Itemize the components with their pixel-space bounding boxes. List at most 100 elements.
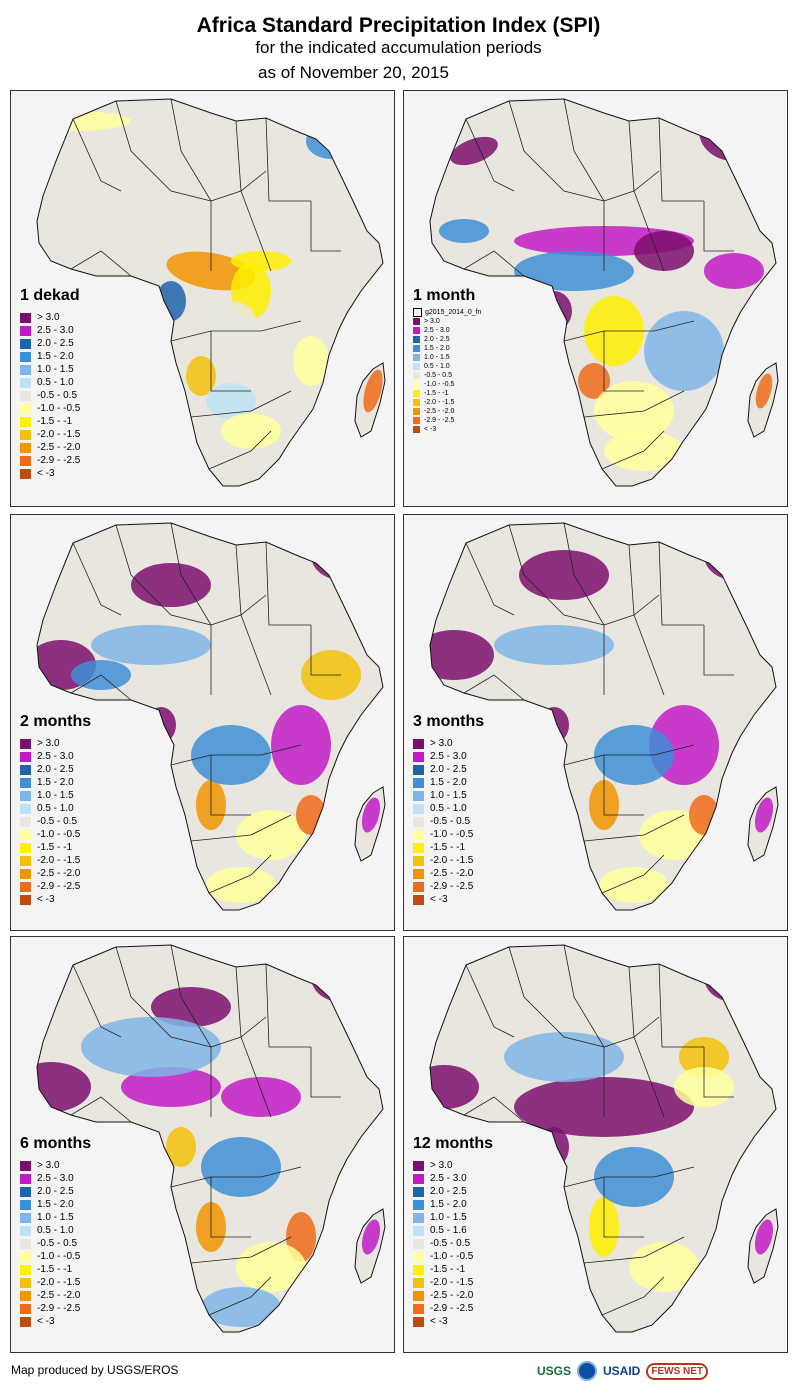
legend-swatch xyxy=(20,325,31,336)
legend-entry: -1.0 - -0.5 xyxy=(20,828,80,841)
legend-swatch xyxy=(20,881,31,892)
page-subtitle: for the indicated accumulation periods xyxy=(255,38,542,57)
legend-label: 2.5 - 3.0 xyxy=(37,751,74,762)
country-borders xyxy=(70,523,341,894)
legend-entry: 1.5 - 2.0 xyxy=(20,350,80,363)
spi-anomaly-area xyxy=(311,952,371,1002)
spi-anomaly-area xyxy=(754,797,774,833)
legend-label: < -3 xyxy=(37,1316,55,1327)
legend-swatch xyxy=(20,829,31,840)
legend-entry: -1.5 - -1 xyxy=(20,1263,80,1276)
spi-anomaly-area xyxy=(578,363,610,399)
legend-swatch xyxy=(413,855,424,866)
legend-entry: -2.9 - -2.5 xyxy=(413,1302,473,1315)
legend-entry: 2.5 - 3.0 xyxy=(413,750,473,763)
legend-swatch xyxy=(413,417,420,424)
legend-entry: -0.5 - 0.5 xyxy=(413,815,473,828)
legend-entry: -2.5 - -2.0 xyxy=(413,1289,473,1302)
legend-label: -1.0 - -0.5 xyxy=(37,1251,81,1262)
spi-anomaly-area xyxy=(755,373,773,409)
legend-swatch xyxy=(20,868,31,879)
spi-anomaly-area xyxy=(206,867,276,903)
legend-entry: > 3.0 xyxy=(20,737,80,750)
legend-label: > 3.0 xyxy=(37,738,60,749)
legend-entry: -1.0 - -0.5 xyxy=(413,1250,473,1263)
period-label: 6 months xyxy=(20,1135,92,1152)
legend-swatch xyxy=(20,764,31,775)
coastline xyxy=(36,944,386,1333)
legend-swatch xyxy=(20,1251,31,1262)
coastline xyxy=(36,522,386,911)
legend-swatch xyxy=(20,1290,31,1301)
spi-anomaly-area xyxy=(504,1032,624,1082)
legend-label: 1.0 - 1.5 xyxy=(37,1212,74,1223)
legend-swatch xyxy=(413,390,420,397)
legend-label: -2.9 - -2.5 xyxy=(430,881,474,892)
legend-swatch xyxy=(20,416,31,427)
legend-label: 2.5 - 3.0 xyxy=(430,1173,467,1184)
legend-label: -1.0 - -0.5 xyxy=(37,403,81,414)
legend-swatch xyxy=(413,1303,424,1314)
legend-entry: 1.0 - 1.5 xyxy=(413,1211,473,1224)
legend-swatch xyxy=(20,842,31,853)
legend-swatch xyxy=(20,403,31,414)
legend-label: 1.0 - 1.5 xyxy=(430,1212,467,1223)
legend-label: 2.5 - 3.0 xyxy=(37,1173,74,1184)
spi-anomaly-area xyxy=(201,1287,281,1327)
legend-swatch xyxy=(20,855,31,866)
legend-entry: 2.0 - 2.5 xyxy=(20,337,80,350)
legend-entry: -1.0 - -0.5 xyxy=(20,402,80,415)
legend-entry: -1.5 - -1 xyxy=(413,841,473,854)
legend-entry: -0.5 - 0.5 xyxy=(20,815,80,828)
spi-legend: > 3.0 2.5 - 3.0 2.0 - 2.5 1.5 - 2.0 1.0 - 1.… xyxy=(413,737,473,906)
legend-swatch xyxy=(20,816,31,827)
spi-anomaly-area xyxy=(329,103,373,139)
legend-swatch xyxy=(413,1160,424,1171)
legend-label: < -3 xyxy=(430,894,448,905)
legend-entry: < -3 xyxy=(20,1315,80,1328)
legend-label: 0.5 - 1.0 xyxy=(430,803,467,814)
legend-label: -1.5 - -1 xyxy=(424,390,449,397)
spi-anomaly-area xyxy=(121,1067,221,1107)
legend-swatch xyxy=(413,345,420,352)
legend-label: 0.5 - 1.0 xyxy=(37,377,74,388)
legend-swatch xyxy=(20,390,31,401)
spi-map-panel: 2 months > 3.0 2.5 - 3.0 2.0 - 2.5 1.5 - 2.0… xyxy=(10,514,395,931)
country-borders xyxy=(463,523,734,894)
spi-legend: > 3.0 2.5 - 3.0 2.0 - 2.5 1.5 - 2.0 1.0 - 1.… xyxy=(20,311,80,480)
legend-swatch xyxy=(413,1199,424,1210)
legend-entry: 1.0 - 1.5 xyxy=(413,789,473,802)
spi-anomaly-area xyxy=(450,136,498,166)
legend-entry: -0.5 - 0.5 xyxy=(20,389,80,402)
africa-map xyxy=(36,944,386,1333)
legend-entry: 1.5 - 2.0 xyxy=(413,776,473,789)
legend-entry: -2.9 - -2.5 xyxy=(20,880,80,893)
spi-anomaly-area xyxy=(689,795,719,835)
legend-entry: 1.0 - 1.5 xyxy=(20,789,80,802)
legend-entry: > 3.0 xyxy=(413,317,481,326)
legend-label: -2.5 - -2.0 xyxy=(37,868,81,879)
legend-label: < -3 xyxy=(430,1316,448,1327)
legend-label: -1.5 - -1 xyxy=(37,416,73,427)
legend-swatch xyxy=(413,894,424,905)
spi-anomaly-area xyxy=(644,311,724,391)
legend-label: 2.5 - 3.0 xyxy=(37,325,74,336)
legend-swatch xyxy=(20,429,31,440)
legend-swatch xyxy=(20,1160,31,1171)
spi-anomaly-area xyxy=(514,251,634,291)
spi-anomaly-area xyxy=(81,1017,221,1077)
coastline xyxy=(429,522,779,911)
legend-swatch xyxy=(20,803,31,814)
country-borders xyxy=(70,945,341,1316)
coastline xyxy=(36,98,386,487)
legend-label: -1.5 - -1 xyxy=(37,842,73,853)
spi-anomaly-area xyxy=(131,563,211,607)
legend-label: -2.9 - -2.5 xyxy=(37,1303,81,1314)
legend-label: -2.0 - -1.5 xyxy=(430,855,474,866)
legend-swatch xyxy=(20,1225,31,1236)
legend-label: 1.5 - 2.0 xyxy=(430,777,467,788)
legend-label: -1.0 - -0.5 xyxy=(430,829,474,840)
spi-map-panel: 12 months > 3.0 2.5 - 3.0 2.0 - 2.5 1.5 - 2.… xyxy=(403,936,788,1353)
legend-swatch xyxy=(413,1264,424,1275)
legend-entry: 1.5 - 2.0 xyxy=(20,776,80,789)
